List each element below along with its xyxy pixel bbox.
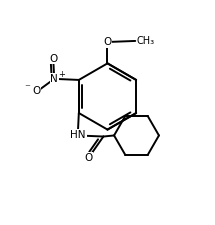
- Text: CH₃: CH₃: [136, 36, 154, 46]
- Text: O: O: [84, 153, 93, 163]
- Text: N: N: [50, 74, 58, 84]
- Text: O: O: [49, 54, 57, 64]
- Text: O: O: [32, 86, 41, 96]
- Text: O: O: [103, 37, 112, 47]
- Text: +: +: [58, 70, 64, 79]
- Text: HN: HN: [70, 130, 86, 140]
- Text: ⁻: ⁻: [24, 83, 30, 93]
